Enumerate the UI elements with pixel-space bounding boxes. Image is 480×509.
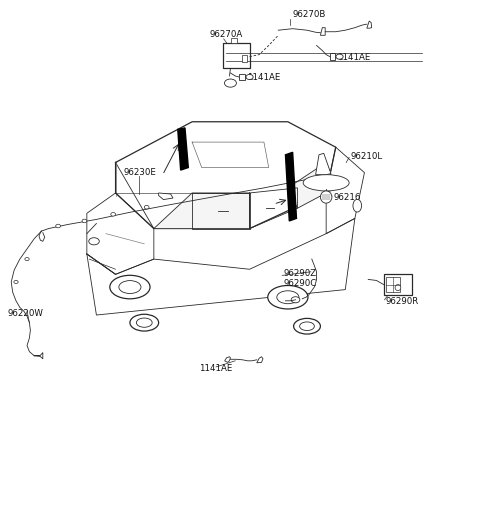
Text: 96210L: 96210L: [350, 152, 382, 161]
Text: 96220W: 96220W: [8, 308, 44, 318]
Text: 96216: 96216: [334, 193, 361, 202]
Bar: [242, 55, 247, 63]
Ellipse shape: [336, 55, 343, 60]
Text: 96290Z: 96290Z: [283, 269, 316, 278]
Circle shape: [395, 285, 401, 291]
Bar: [386, 278, 400, 292]
Ellipse shape: [144, 206, 149, 210]
Polygon shape: [158, 193, 173, 200]
Text: 96290R: 96290R: [386, 296, 419, 305]
Polygon shape: [288, 163, 336, 209]
Polygon shape: [116, 123, 336, 229]
Text: 96230E: 96230E: [123, 167, 156, 176]
Polygon shape: [239, 75, 245, 80]
Ellipse shape: [82, 220, 87, 223]
Ellipse shape: [136, 319, 152, 328]
Polygon shape: [154, 193, 250, 229]
Ellipse shape: [246, 75, 253, 80]
Text: 96270B: 96270B: [293, 10, 326, 19]
Ellipse shape: [119, 281, 141, 294]
Ellipse shape: [294, 319, 321, 334]
Ellipse shape: [56, 225, 60, 229]
Ellipse shape: [300, 322, 314, 331]
Ellipse shape: [89, 238, 99, 245]
Polygon shape: [316, 154, 331, 175]
Text: 1141AE: 1141AE: [336, 52, 370, 62]
Polygon shape: [87, 219, 355, 316]
Bar: [223, 44, 250, 69]
Ellipse shape: [225, 80, 237, 88]
Text: 96290C: 96290C: [283, 278, 316, 287]
Bar: [384, 275, 412, 295]
Ellipse shape: [277, 291, 299, 304]
Text: 96270A: 96270A: [209, 30, 242, 39]
Polygon shape: [286, 153, 297, 221]
Ellipse shape: [110, 276, 150, 299]
Bar: [231, 39, 237, 44]
Polygon shape: [225, 357, 230, 362]
Polygon shape: [321, 29, 325, 36]
Text: 1141AE: 1141AE: [247, 72, 280, 81]
Ellipse shape: [111, 213, 116, 217]
Ellipse shape: [353, 200, 361, 213]
Ellipse shape: [303, 175, 349, 191]
Ellipse shape: [291, 297, 300, 303]
Polygon shape: [178, 129, 188, 171]
Polygon shape: [367, 22, 372, 29]
Polygon shape: [87, 193, 154, 275]
Text: 1141AE: 1141AE: [199, 363, 233, 372]
Polygon shape: [330, 54, 335, 61]
Ellipse shape: [25, 258, 29, 261]
Ellipse shape: [268, 286, 308, 309]
Ellipse shape: [130, 315, 158, 331]
Polygon shape: [326, 148, 364, 234]
Circle shape: [321, 191, 332, 204]
Polygon shape: [257, 357, 263, 363]
Ellipse shape: [14, 281, 18, 284]
